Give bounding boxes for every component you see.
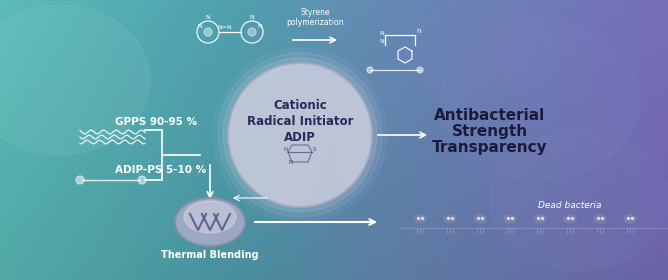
Ellipse shape [594,215,606,223]
Text: N: N [258,24,263,29]
Text: n: n [416,28,420,34]
Circle shape [76,176,84,184]
Text: ADIP-PS 5-10 %: ADIP-PS 5-10 % [115,165,206,175]
Ellipse shape [534,215,546,223]
Circle shape [248,28,256,36]
Text: Styrene
polymerization: Styrene polymerization [287,8,344,27]
Text: N: N [284,147,288,152]
Text: Radical Initiator: Radical Initiator [246,115,353,127]
Text: Antibacterial: Antibacterial [434,108,546,123]
Ellipse shape [474,215,486,223]
Text: N: N [198,24,202,29]
Text: ADIP: ADIP [284,130,316,144]
Text: N: N [206,15,210,20]
Circle shape [223,58,377,212]
Circle shape [138,176,146,184]
Text: N=N: N=N [218,25,232,30]
Ellipse shape [184,201,236,233]
Ellipse shape [405,0,555,100]
Ellipse shape [175,198,245,246]
Ellipse shape [0,5,150,155]
Circle shape [204,28,212,36]
Circle shape [218,53,382,217]
Text: Thermal Blending: Thermal Blending [161,250,259,260]
Circle shape [367,67,373,73]
Text: GPPS 90-95 %: GPPS 90-95 % [115,117,197,127]
Text: N: N [379,31,384,36]
Ellipse shape [414,215,426,223]
Text: N: N [289,160,293,165]
Ellipse shape [564,215,576,223]
Ellipse shape [444,215,456,223]
Text: N: N [250,15,255,20]
Text: Dead bacteria: Dead bacteria [538,200,602,209]
Text: Cationic: Cationic [273,99,327,111]
Ellipse shape [504,215,516,223]
Circle shape [228,63,372,207]
Text: S: S [312,147,316,152]
Text: Transparency: Transparency [432,139,548,155]
Ellipse shape [624,215,636,223]
Ellipse shape [490,130,668,270]
Text: N: N [379,39,384,44]
Ellipse shape [440,20,640,180]
Circle shape [417,67,423,73]
Circle shape [213,48,387,222]
Text: Strength: Strength [452,123,528,139]
